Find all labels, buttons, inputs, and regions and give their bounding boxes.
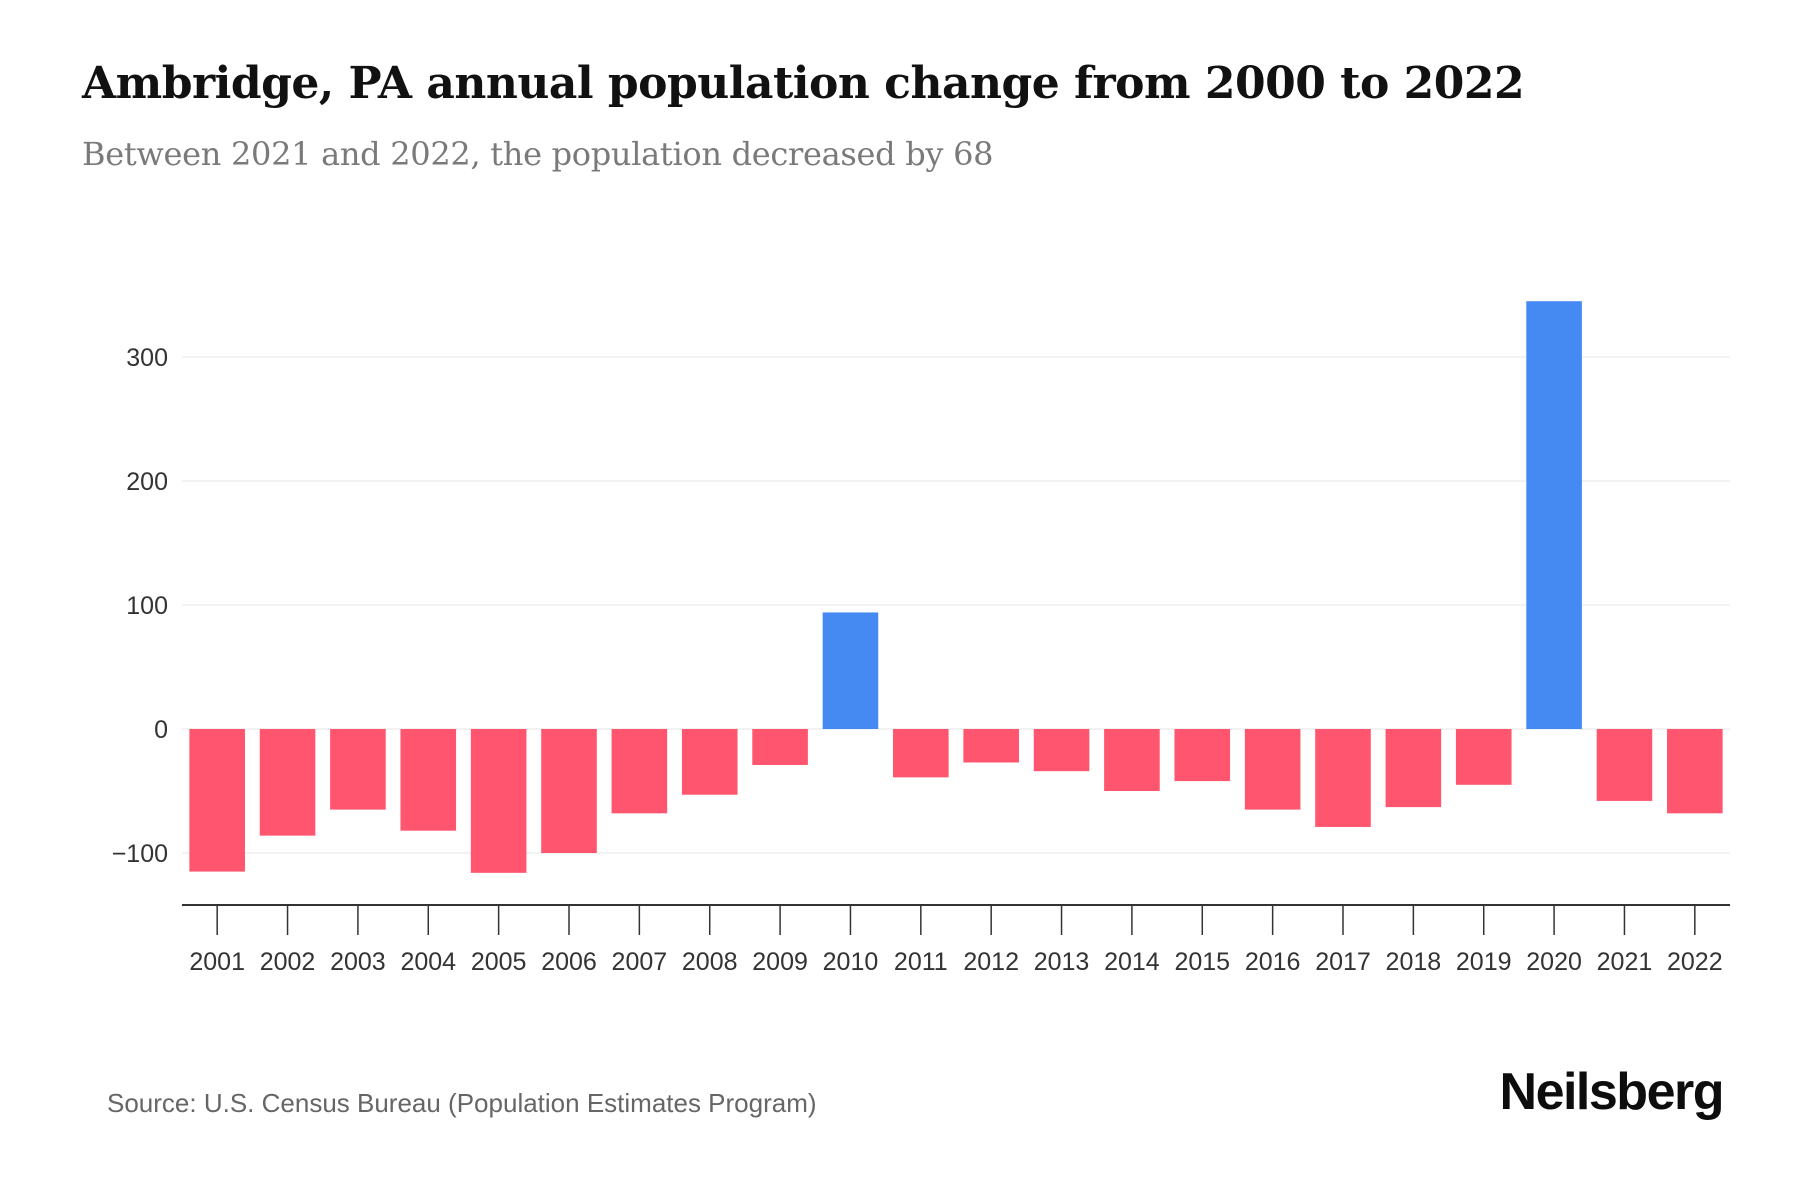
bar-2008 (681, 729, 738, 795)
y-tick-label: 100 (126, 592, 168, 620)
y-tick-label: −100 (112, 840, 168, 868)
x-axis: 2001 2002 2003 2004 2005 2006 2007 2008 2009 2010… (182, 904, 1730, 976)
y-tick-label: 0 (154, 716, 168, 744)
x-tick-label: 2007 (612, 948, 668, 976)
x-tick-label: 2008 (682, 948, 738, 976)
bar-2017 (1315, 729, 1371, 827)
x-tick-label: 2020 (1526, 948, 1582, 976)
bar-2011 (893, 729, 949, 778)
bar-2007 (611, 729, 668, 814)
x-tick-label: 2010 (823, 948, 879, 976)
bar-2012 (963, 729, 1019, 763)
bar-2020 (1526, 301, 1582, 729)
bar-2009 (752, 729, 808, 765)
y-tick-label: 300 (126, 344, 168, 372)
bars (189, 301, 1723, 873)
chart-title: Ambridge, PA annual population change fr… (82, 58, 1525, 109)
neilsberg-logo: Neilsberg (1499, 1063, 1725, 1121)
bar-2021 (1596, 729, 1653, 801)
x-tick-label: 2014 (1104, 948, 1160, 976)
bar-2016 (1244, 729, 1301, 810)
bar-2002 (259, 729, 316, 836)
chart-subtitle: Between 2021 and 2022, the population de… (82, 135, 994, 173)
bar-2003 (330, 729, 386, 810)
bar-2001 (189, 729, 245, 872)
y-tick-label: 200 (126, 468, 168, 496)
x-tick-label: 2021 (1597, 948, 1653, 976)
bar-2013 (1033, 729, 1090, 772)
bar-2006 (541, 729, 597, 853)
x-tick-label: 2005 (471, 948, 527, 976)
x-tick-label: 2009 (752, 948, 808, 976)
x-tick-label: 2013 (1034, 948, 1090, 976)
bar-2014 (1104, 729, 1160, 791)
bar-2010 (822, 612, 879, 729)
x-tick-label: 2012 (963, 948, 1019, 976)
x-tick-label: 2002 (260, 948, 316, 976)
x-tick-label: 2019 (1456, 948, 1512, 976)
bar-2019 (1455, 729, 1512, 785)
x-tick-label: 2001 (189, 948, 245, 976)
y-axis-labels: −100 0 100 200 300 (112, 344, 168, 868)
x-tick-label: 2018 (1386, 948, 1442, 976)
x-tick-label: 2015 (1174, 948, 1230, 976)
bar-2015 (1174, 729, 1231, 782)
x-tick-label: 2003 (330, 948, 386, 976)
x-tick-label: 2017 (1315, 948, 1371, 976)
bar-2004 (400, 729, 457, 831)
bar-2022 (1667, 729, 1723, 814)
x-tick-label: 2011 (894, 948, 948, 976)
bar-2005 (470, 729, 527, 873)
x-tick-label: 2016 (1245, 948, 1301, 976)
bar-2018 (1385, 729, 1442, 808)
source-note: Source: U.S. Census Bureau (Population E… (107, 1088, 817, 1118)
x-tick-label: 2004 (400, 948, 456, 976)
x-tick-label: 2022 (1667, 948, 1723, 976)
x-tick-label: 2006 (541, 948, 597, 976)
